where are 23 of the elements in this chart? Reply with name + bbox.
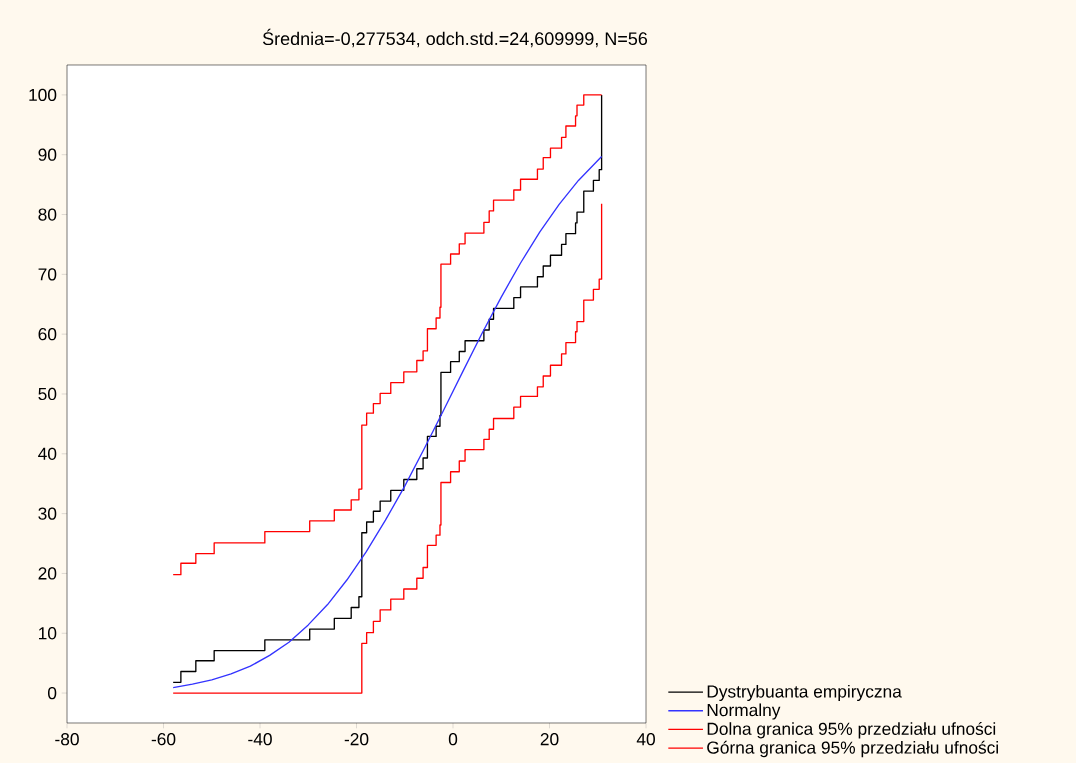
legend-label: Dystrybuanta empiryczna [707,684,902,702]
y-tick-label: 10 [39,627,57,640]
y-tick-label: 90 [38,148,57,161]
legend-label: Normalny [707,703,781,720]
legend-label: Dolna granica 95% przedziału ufności [707,722,996,739]
x-tick-label: 20 [540,733,559,746]
y-tick-label: 0 [47,686,57,700]
y-tick-label: 60 [38,328,57,341]
y-tick-label: 30 [38,507,57,520]
x-tick-label: 40 [636,733,655,746]
y-tick-label: 70 [38,268,57,281]
y-tick-label: 100 [29,88,57,102]
x-tick-label: -40 [248,733,272,746]
chart-title: Średnia=-0,277534, odch.std.=24,609999, N=56 [262,28,648,48]
y-tick-label: 50 [38,387,57,401]
y-tick-label: 40 [38,447,57,460]
y-tick-label: 80 [38,208,57,221]
legend-label: Górna granica 95% przedziału ufności [707,740,998,758]
x-tick-label: -20 [344,733,369,746]
y-tick-label: 20 [38,567,57,580]
x-tick-label: -60 [151,733,176,746]
x-tick-label: 0 [448,733,458,746]
x-tick-label: -80 [55,733,79,746]
